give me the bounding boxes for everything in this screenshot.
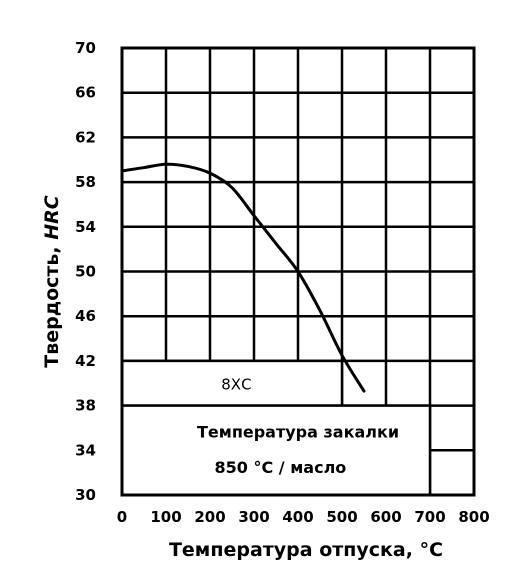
x-tick-label: 700: [414, 508, 445, 526]
x-tick-label: 0: [117, 508, 127, 526]
plot-frame: [120, 46, 476, 497]
x-tick-label: 600: [370, 508, 401, 526]
y-tick-label: 70: [75, 39, 96, 57]
y-tick-label: 54: [75, 218, 96, 236]
x-tick-label: 100: [150, 508, 181, 526]
y-tick-label: 42: [75, 352, 96, 370]
x-tick-label: 300: [238, 508, 269, 526]
steel-label: 8ХС: [221, 375, 251, 393]
quench-temperature-label: Температура закалки: [197, 422, 399, 441]
quench-condition-box: [120, 404, 432, 497]
x-tick-label: 400: [282, 508, 313, 526]
series-line-8xs: [120, 162, 366, 393]
y-axis-title-unit: HRC: [41, 195, 63, 240]
y-tick-labels: 30 34 38 42 46 50 54 58 62 66 70: [75, 39, 96, 504]
y-tick-label: 50: [75, 263, 96, 281]
y-tick-label: 46: [75, 307, 96, 325]
y-tick-label: 38: [75, 397, 96, 415]
y-axis-title-prefix: Твердость,: [41, 240, 63, 368]
y-tick-label: 62: [75, 128, 96, 146]
x-axis-title: Температура отпуска, °С: [169, 539, 443, 561]
x-tick-labels: 0 100 200 300 400 500 600 700 800: [117, 508, 490, 526]
y-tick-label: 58: [75, 173, 96, 191]
x-tick-label: 500: [326, 508, 357, 526]
y-tick-label: 66: [75, 84, 96, 102]
quench-medium-label: 850 °С / масло: [215, 458, 347, 477]
y-tick-label: 30: [75, 486, 96, 504]
x-tick-label: 200: [194, 508, 225, 526]
y-tick-label: 34: [75, 441, 96, 459]
annotation-boxes: [120, 359, 474, 497]
y-axis-title: Твердость, HRC: [41, 195, 63, 368]
x-tick-label: 800: [458, 508, 489, 526]
